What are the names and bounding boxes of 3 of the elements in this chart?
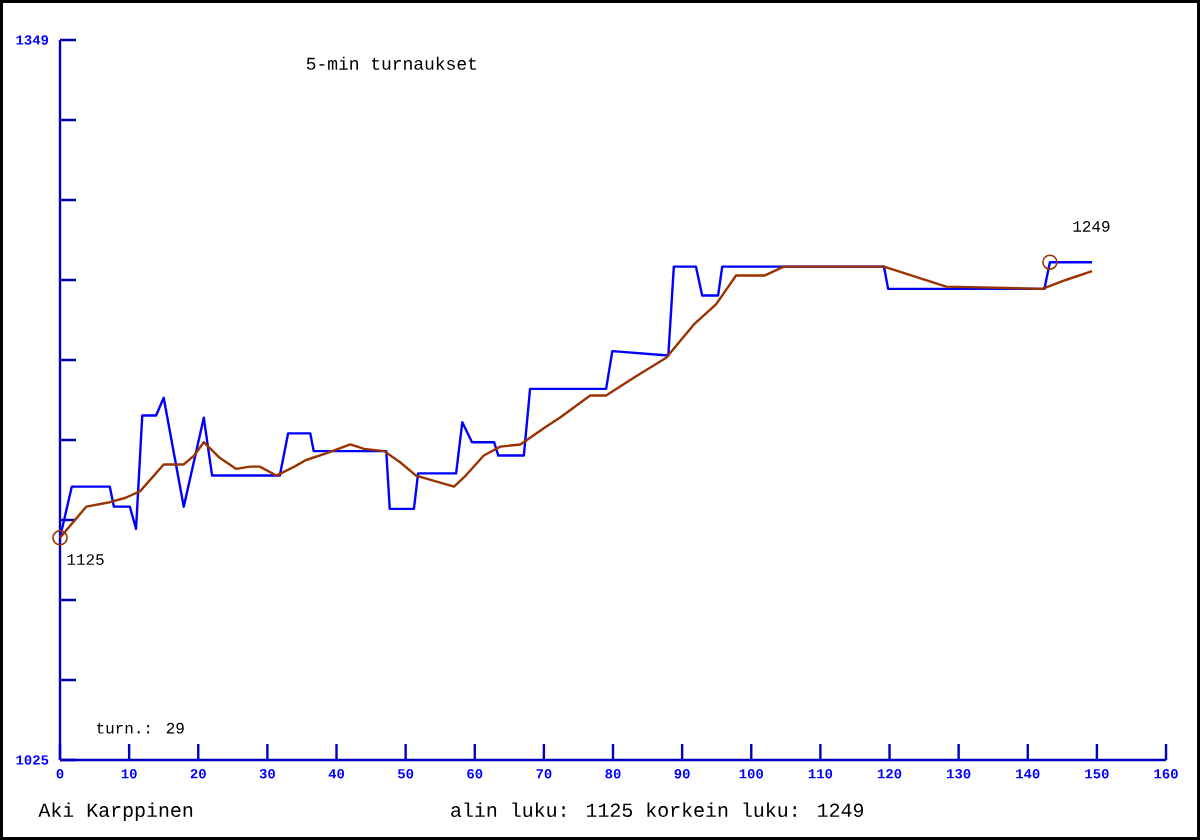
text: alin luku: 1125 korkein luku: 1249 — [451, 802, 864, 818]
text: Aki Karppinen — [38, 802, 193, 821]
text: 5-min turnaukset — [306, 56, 477, 70]
